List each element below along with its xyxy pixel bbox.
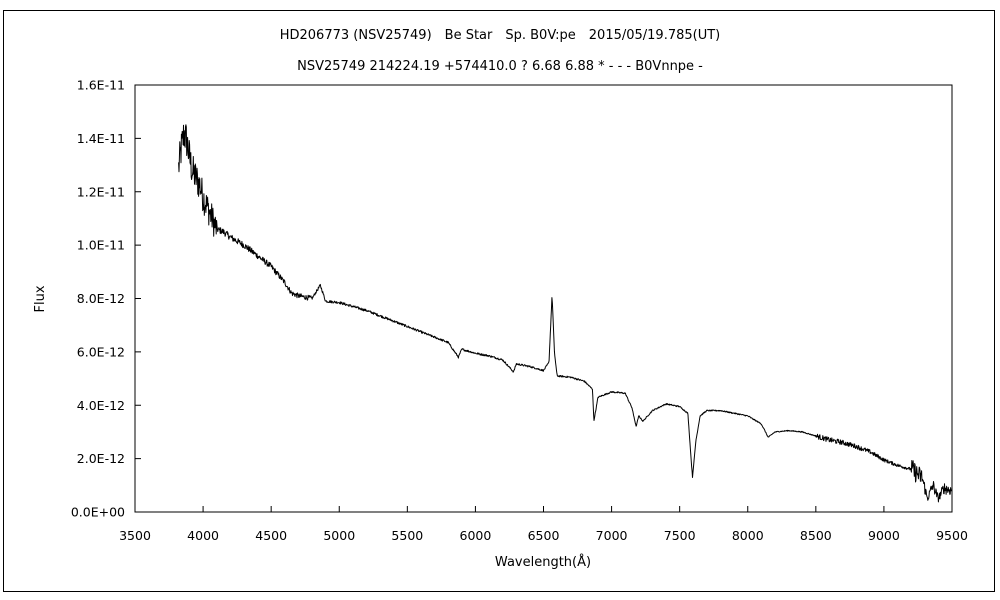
x-tick-label: 4500 bbox=[255, 528, 287, 543]
x-tick-label: 3500 bbox=[119, 528, 151, 543]
y-tick-label: 1.6E-11 bbox=[77, 78, 125, 93]
chart-title: HD206773 (NSV25749) Be Star Sp. B0V:pe 2… bbox=[280, 28, 721, 43]
y-tick-label: 1.0E-11 bbox=[77, 238, 125, 253]
x-tick-label: 4000 bbox=[187, 528, 219, 543]
y-axis-ticks: 0.0E+00 2.0E-12 4.0E-12 6.0E-12 8.0E-12 1.0E-… bbox=[71, 78, 141, 520]
y-tick-label: 8.0E-12 bbox=[77, 291, 125, 306]
x-tick-label: 7000 bbox=[596, 528, 628, 543]
plot-area bbox=[134, 84, 953, 513]
x-tick-label: 9500 bbox=[936, 528, 968, 543]
y-tick-label: 1.2E-11 bbox=[77, 184, 125, 199]
x-tick-label: 6500 bbox=[528, 528, 560, 543]
x-axis-label: Wavelength(Å) bbox=[495, 554, 591, 570]
x-tick-label: 8000 bbox=[732, 528, 764, 543]
chart-frame bbox=[3, 10, 995, 592]
flux-series-line bbox=[178, 124, 953, 503]
series-layer bbox=[178, 124, 953, 503]
y-tick-label: 4.0E-12 bbox=[77, 398, 125, 413]
x-tick-label: 6000 bbox=[460, 528, 492, 543]
chart-subtitle: NSV25749 214224.19 +574410.0 ? 6.68 6.88… bbox=[297, 59, 703, 74]
y-tick-label: 2.0E-12 bbox=[77, 451, 125, 466]
y-tick-label: 1.4E-11 bbox=[77, 131, 125, 146]
y-axis-label: Flux bbox=[33, 285, 48, 312]
x-axis-ticks: 3500 4000 4500 5000 5500 6000 6500 7000 7500 8000… bbox=[119, 506, 968, 543]
x-tick-label: 8500 bbox=[800, 528, 832, 543]
x-tick-label: 7500 bbox=[664, 528, 696, 543]
y-tick-label: 0.0E+00 bbox=[71, 505, 125, 520]
x-tick-label: 5500 bbox=[391, 528, 423, 543]
x-tick-label: 9000 bbox=[868, 528, 900, 543]
y-tick-label: 6.0E-12 bbox=[77, 344, 125, 359]
x-tick-label: 5000 bbox=[323, 528, 355, 543]
